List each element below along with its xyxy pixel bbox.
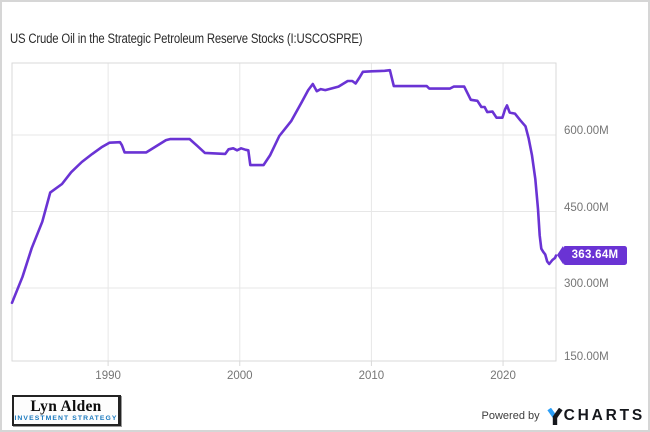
- x-tick-label: 2000: [226, 370, 253, 382]
- lyn-alden-logo: Lyn Alden INVESTMENT STRATEGY: [12, 395, 121, 426]
- x-tick-label: 1990: [95, 370, 121, 382]
- powered-by-label: Powered by: [481, 410, 540, 422]
- x-tick-label: 2020: [490, 370, 516, 382]
- x-tick-label: 2010: [358, 370, 385, 382]
- powered-by-attribution: Powered by CHARTS: [482, 407, 645, 425]
- last-value-badge: 363.64M: [563, 246, 627, 266]
- ycharts-y-icon: [547, 407, 563, 425]
- lyn-alden-subtitle: INVESTMENT STRATEGY: [14, 415, 118, 422]
- y-tick-label: 600.00M: [564, 125, 609, 137]
- y-tick-label: 150.00M: [564, 351, 609, 363]
- ycharts-wordmark: CHARTS: [563, 407, 645, 424]
- y-tick-label: 300.00M: [564, 278, 609, 291]
- y-tick-label: 450.00M: [564, 201, 609, 214]
- chart-title: US Crude Oil in the Strategic Petroleum …: [10, 31, 363, 46]
- last-value-label: 363.64M: [571, 249, 619, 262]
- lyn-alden-name: Lyn Alden: [30, 398, 102, 415]
- plot-border: [11, 62, 557, 362]
- badge-arrow-icon: [557, 246, 563, 265]
- series-line: [10, 68, 558, 305]
